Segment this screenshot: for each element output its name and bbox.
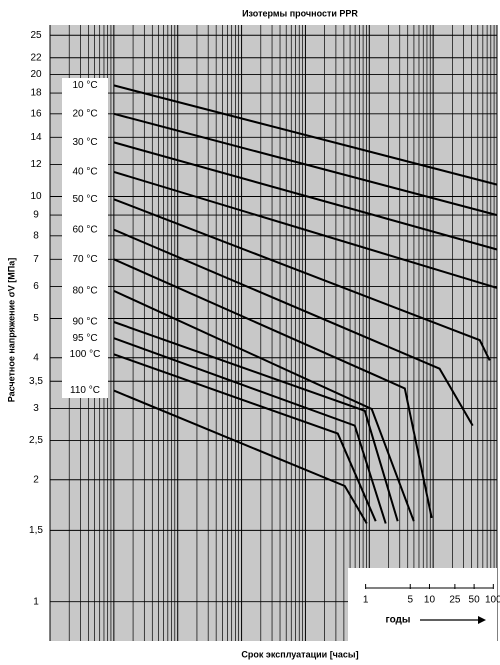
y-tick-label: 1	[33, 596, 39, 607]
year-tick-label: 50	[469, 595, 481, 606]
isotherm-line	[113, 170, 498, 289]
year-axis-label: годы	[386, 615, 411, 626]
year-tick-label: 1	[363, 595, 369, 606]
legend-label: 95 °C	[72, 333, 97, 344]
isotherm-line	[113, 321, 399, 522]
legend-label: 50 °C	[72, 194, 97, 205]
legend-label: 40 °C	[72, 167, 97, 178]
isotherm-line	[113, 141, 498, 251]
y-tick-label: 14	[30, 132, 42, 143]
y-tick-label: 3,5	[29, 376, 43, 387]
isotherm-line	[113, 289, 415, 522]
legend-label: 100 °C	[70, 349, 101, 360]
legend-label: 20 °C	[72, 108, 97, 119]
x-axis-label: Срок эксплуатации [часы]	[241, 649, 358, 659]
legend-label: 110 °C	[70, 385, 100, 396]
year-tick-label: 100	[485, 595, 500, 606]
year-tick-label: 5	[407, 595, 413, 606]
y-tick-label: 2,5	[29, 435, 43, 446]
year-arrow-head	[478, 616, 486, 624]
y-tick-label: 7	[33, 254, 39, 265]
y-tick-label: 6	[33, 281, 39, 292]
legend-label: 10 °C	[72, 80, 97, 91]
y-tick-label: 20	[30, 69, 42, 80]
isotherm-line	[113, 258, 433, 519]
chart-title: Изотермы прочности PPR	[242, 8, 358, 18]
y-tick-label: 22	[30, 52, 42, 63]
legend-label: 30 °C	[72, 137, 97, 148]
isotherm-line	[113, 337, 387, 524]
legend-label: 80 °C	[72, 286, 97, 297]
y-tick-label: 16	[30, 108, 42, 119]
isotherm-line	[113, 198, 491, 361]
y-tick-label: 1,5	[29, 525, 43, 536]
isotherm-line	[113, 84, 498, 186]
legend-label: 70 °C	[72, 254, 97, 265]
y-tick-label: 12	[30, 159, 42, 170]
y-axis-label: Расчетное напряжение σV [МПа]	[6, 258, 16, 403]
y-tick-label: 2	[33, 474, 39, 485]
isotherm-line	[113, 353, 377, 522]
year-tick-label: 10	[424, 595, 436, 606]
isotherm-line	[113, 112, 498, 217]
y-tick-label: 3	[33, 403, 39, 414]
y-tick-label: 9	[33, 210, 39, 221]
y-tick-label: 10	[30, 191, 42, 202]
y-tick-label: 4	[33, 352, 39, 363]
isotherm-line	[113, 228, 474, 427]
legend-box	[62, 78, 108, 398]
legend-label: 90 °C	[72, 317, 97, 328]
isotherm-line	[113, 389, 368, 525]
year-tick-label: 25	[449, 595, 461, 606]
y-tick-label: 5	[33, 313, 39, 324]
y-tick-label: 25	[30, 30, 42, 41]
y-tick-label: 8	[33, 230, 39, 241]
y-tick-label: 18	[30, 88, 42, 99]
legend-label: 60 °C	[72, 224, 97, 235]
year-inset	[348, 568, 497, 641]
